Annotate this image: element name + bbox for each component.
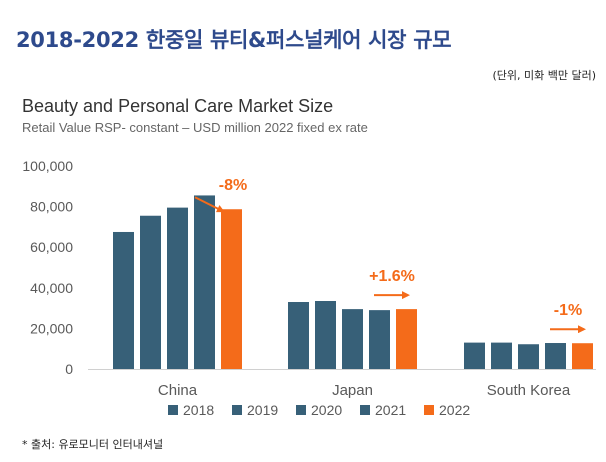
x-category-label: Japan	[332, 382, 373, 399]
change-label: +1.6%	[369, 268, 415, 285]
legend-label: 2019	[247, 402, 278, 418]
bar-japan-2019	[315, 300, 336, 369]
bar-south-korea-2019	[491, 342, 512, 369]
y-tick-label: 40,000	[30, 280, 73, 296]
bar-china-2021	[194, 195, 215, 369]
bar-china-2022	[221, 209, 242, 369]
change-label: -1%	[554, 302, 582, 319]
bar-china-2018	[113, 231, 134, 369]
y-tick-label: 60,000	[30, 239, 73, 255]
chart-subtitle: Retail Value RSP- constant – USD million…	[22, 120, 368, 135]
y-tick-label: 20,000	[30, 320, 73, 336]
bar-china-2020	[167, 207, 188, 369]
page-heading: 2018-2022 한중일 뷰티&퍼스널케어 시장 규모	[16, 28, 452, 52]
legend-label: 2022	[439, 402, 470, 418]
bar-japan-2020	[342, 309, 363, 369]
bar-south-korea-2021	[545, 343, 566, 369]
change-arrow	[194, 196, 225, 213]
y-tick-label: 0	[65, 361, 73, 377]
bar-japan-2018	[288, 302, 309, 369]
legend-swatch-2022	[424, 405, 434, 415]
legend-label: 2018	[183, 402, 214, 418]
chart-title: Beauty and Personal Care Market Size	[22, 96, 334, 116]
bar-japan-2021	[369, 310, 390, 369]
legend-swatch-2019	[232, 405, 242, 415]
bar-south-korea-2022	[572, 343, 593, 369]
source-footnote: * 출처: 유로모니터 인터내셔널	[22, 438, 164, 451]
change-label: -8%	[219, 177, 247, 194]
unit-note: (단위, 미화 백만 달러)	[492, 69, 596, 82]
legend-label: 2020	[311, 402, 342, 418]
bar-china-2019	[140, 215, 161, 369]
bar-south-korea-2020	[518, 344, 539, 369]
y-tick-label: 100,000	[22, 158, 73, 174]
legend-swatch-2018	[168, 405, 178, 415]
legend-swatch-2021	[360, 405, 370, 415]
bar-south-korea-2018	[464, 342, 485, 369]
legend-swatch-2020	[296, 405, 306, 415]
x-category-label: China	[158, 382, 198, 399]
x-category-label: South Korea	[487, 382, 571, 399]
bar-japan-2022	[396, 309, 417, 369]
y-tick-label: 80,000	[30, 199, 73, 215]
legend-label: 2021	[375, 402, 406, 418]
